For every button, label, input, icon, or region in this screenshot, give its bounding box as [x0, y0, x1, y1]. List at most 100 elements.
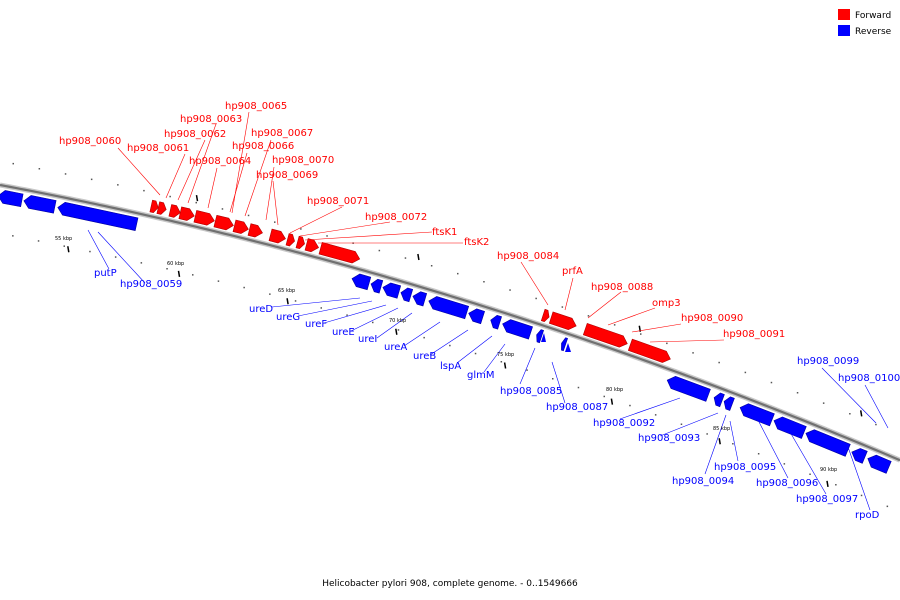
reverse-gene-arrow[interactable] [382, 282, 402, 299]
kbp-label: 60 kbp [167, 261, 184, 267]
leader-lines [87, 111, 889, 511]
gene-label[interactable]: omp3 [652, 298, 681, 309]
reverse-gene-arrow[interactable] [412, 291, 428, 307]
gene-label[interactable]: rpoD [855, 510, 880, 521]
gene-label[interactable]: hp908_0093 [638, 433, 700, 444]
reverse-gene-arrow[interactable] [723, 396, 735, 411]
tick-dot [430, 265, 433, 267]
gene-label[interactable]: hp908_0088 [591, 282, 653, 293]
forward-gene-arrow[interactable] [540, 308, 550, 323]
forward-gene-arrow[interactable] [247, 223, 263, 238]
forward-leader-line [244, 139, 272, 217]
gene-label[interactable]: hp908_0097 [796, 494, 858, 505]
forward-gene-arrow[interactable] [268, 228, 286, 244]
gene-label[interactable]: ftsK1 [432, 227, 457, 238]
tick-dot [243, 286, 245, 289]
tick-dot [640, 333, 642, 335]
forward-gene-arrow[interactable] [548, 311, 577, 331]
reverse-gene-arrow[interactable] [805, 429, 851, 457]
gene-label[interactable]: ureE [332, 327, 355, 338]
reverse-gene-arrow[interactable] [23, 195, 57, 214]
gene-label[interactable]: hp908_0060 [59, 136, 121, 147]
reverse-gene-arrow[interactable] [468, 308, 485, 325]
gene-label[interactable]: hp908_0096 [756, 478, 818, 489]
forward-gene-arrow[interactable] [285, 233, 295, 247]
gene-label[interactable]: ureA [384, 342, 407, 353]
gene-label[interactable]: putP [94, 268, 117, 279]
reverse-gene-arrow[interactable] [851, 448, 868, 464]
gene-label[interactable]: ureF [305, 319, 327, 330]
reverse-gene-arrow[interactable] [370, 278, 384, 294]
gene-label[interactable]: hp908_0066 [232, 141, 294, 152]
forward-gene-arrow[interactable] [149, 199, 159, 214]
reverse-gene-arrow[interactable] [561, 337, 568, 352]
forward-gene-arrow[interactable] [156, 201, 167, 215]
forward-gene-arrow[interactable] [178, 206, 195, 221]
gene-label[interactable]: hp908_0087 [546, 402, 608, 413]
forward-gene-arrow[interactable] [168, 204, 181, 218]
gene-label[interactable]: ureD [249, 304, 273, 315]
reverse-gene-arrow[interactable] [713, 392, 725, 408]
reverse-gene-arrow[interactable] [666, 375, 711, 402]
forward-gene-arrow[interactable] [627, 338, 671, 363]
tick-dot [757, 453, 760, 455]
gene-label[interactable]: hp908_0085 [500, 386, 562, 397]
reverse-gene-arrow[interactable] [739, 403, 775, 427]
gene-label[interactable]: hp908_0063 [180, 114, 242, 125]
forward-gene-arrow[interactable] [232, 219, 249, 234]
gene-label[interactable]: hp908_0067 [251, 128, 313, 139]
gene-label[interactable]: hp908_0094 [672, 476, 734, 487]
reverse-gene-arrow[interactable] [565, 343, 571, 352]
gene-label[interactable]: hp908_0062 [164, 129, 226, 140]
reverse-gene-arrow[interactable] [867, 454, 892, 474]
reverse-gene-arrow[interactable] [57, 201, 139, 231]
reverse-gene-arrow[interactable] [490, 314, 502, 330]
gene-label[interactable]: hp908_0084 [497, 251, 559, 262]
gene-label[interactable]: ftsK2 [464, 237, 489, 248]
forward-gene-arrow[interactable] [582, 323, 628, 348]
reverse-gene-arrow[interactable] [536, 329, 544, 344]
major-tick [286, 298, 289, 305]
reverse-gene-arrow[interactable] [400, 287, 414, 303]
gene-label[interactable]: hp908_0071 [307, 196, 369, 207]
forward-gene-arrow[interactable] [193, 210, 215, 226]
reverse-leader-line [483, 343, 506, 373]
reverse-leader-line [789, 431, 827, 495]
gene-label[interactable]: ureG [276, 312, 300, 323]
gene-label[interactable]: hp908_0090 [681, 313, 743, 324]
gene-label[interactable]: hp908_0059 [120, 279, 182, 290]
legend-forward-label: Forward [855, 11, 891, 21]
backbone-line [0, 183, 900, 462]
gene-label[interactable]: glmM [467, 370, 495, 381]
gene-label[interactable]: hp908_0064 [189, 156, 251, 167]
forward-gene-arrow[interactable] [295, 235, 305, 250]
gene-label[interactable]: hp908_0065 [225, 101, 287, 112]
gene-label[interactable]: hp908_0061 [127, 143, 189, 154]
reverse-gene-arrow[interactable] [773, 416, 807, 439]
forward-gene-arrow[interactable] [318, 242, 361, 264]
gene-label[interactable]: hp908_0091 [723, 329, 785, 340]
reverse-gene-arrow[interactable] [0, 190, 24, 208]
gene-label[interactable]: ureI [358, 334, 377, 345]
major-tick [67, 246, 70, 253]
forward-gene-arrow[interactable] [213, 214, 234, 231]
reverse-gene-arrow[interactable] [541, 333, 546, 342]
gene-label[interactable]: lspA [440, 361, 461, 372]
reverse-gene-arrow[interactable] [428, 296, 470, 320]
gene-label[interactable]: prfA [562, 266, 583, 277]
gene-labels: hp908_0060 hp908_0061 hp908_0062 hp908_0… [59, 101, 900, 521]
gene-label[interactable]: hp908_0072 [365, 212, 427, 223]
gene-label[interactable]: hp908_0092 [593, 418, 655, 429]
gene-label[interactable]: ureB [413, 351, 436, 362]
forward-gene-arrow[interactable] [304, 238, 320, 253]
gene-label[interactable]: hp908_0095 [714, 462, 776, 473]
gene-label[interactable]: hp908_0100 [838, 373, 900, 384]
reverse-gene-arrow[interactable] [351, 273, 372, 291]
forward-leader-line [289, 206, 343, 234]
gene-label[interactable]: hp908_0069 [256, 170, 318, 181]
kbp-label: 80 kbp [606, 387, 623, 393]
gene-label[interactable]: hp908_0070 [272, 155, 334, 166]
gene-label[interactable]: hp908_0099 [797, 356, 859, 367]
reverse-gene-arrow[interactable] [502, 319, 533, 340]
